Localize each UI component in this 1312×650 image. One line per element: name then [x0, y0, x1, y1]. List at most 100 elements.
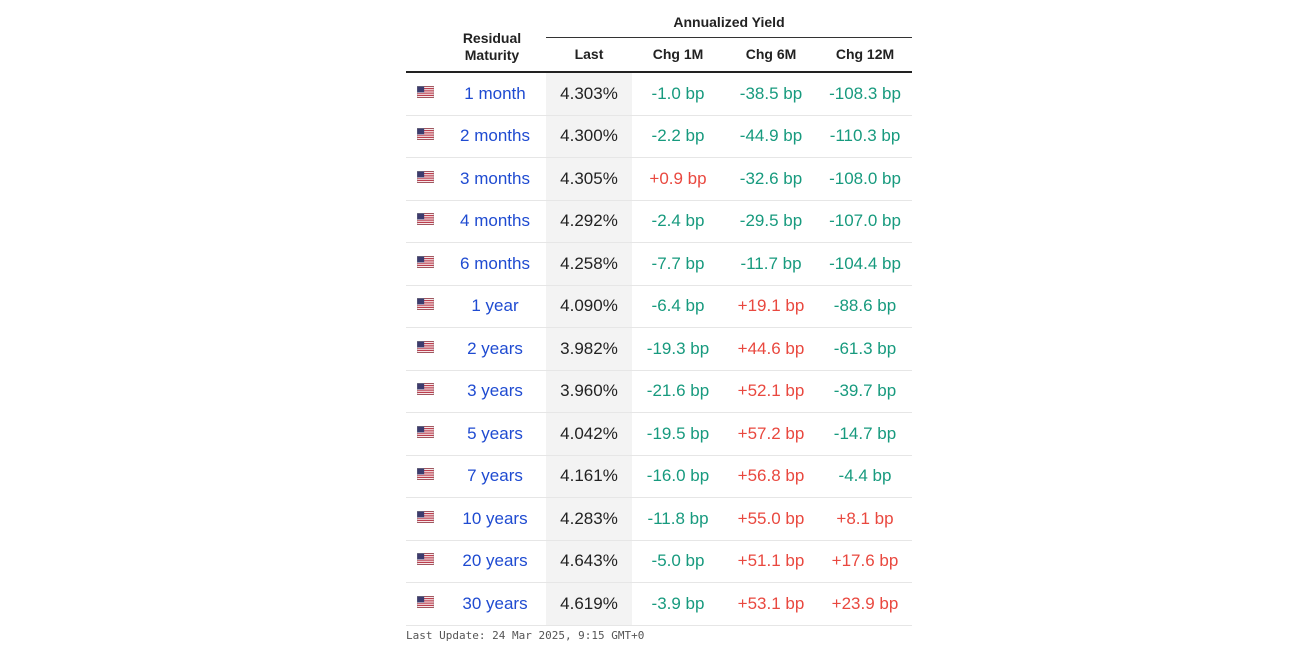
chg-1m-value: -19.5 bp: [646, 423, 710, 443]
table-row: 3 years 3.960% -21.6 bp +52.1 bp -39.7 bp: [406, 370, 912, 413]
chg-6m-column-header[interactable]: Chg 6M: [745, 46, 797, 62]
us-flag-icon: [406, 413, 444, 455]
table-row: 30 years 4.619% -3.9 bp +53.1 bp +23.9 bp: [406, 583, 912, 626]
chg-6m-value: +56.8 bp: [737, 466, 805, 486]
last-yield-value: 3.982%: [546, 328, 632, 370]
chg-12m-value: -104.4 bp: [829, 253, 901, 273]
table-body: 1 month 4.303% -1.0 bp -38.5 bp -108.3 bp 2 m…: [406, 73, 912, 626]
table-row: 2 years 3.982% -19.3 bp +44.6 bp -61.3 bp: [406, 328, 912, 371]
us-flag-icon: [406, 116, 444, 158]
chg-6m-value: -38.5 bp: [739, 83, 803, 103]
table-header: Residual Maturity Annualized Yield Last …: [406, 10, 912, 71]
chg-6m-value: -44.9 bp: [739, 126, 803, 146]
table-row: 5 years 4.042% -19.5 bp +57.2 bp -14.7 bp: [406, 413, 912, 456]
residual-maturity-header-line2: Maturity: [464, 47, 520, 63]
chg-12m-value: +8.1 bp: [836, 508, 894, 528]
maturity-link[interactable]: 10 years: [462, 508, 528, 528]
table-row: 6 months 4.258% -7.7 bp -11.7 bp -104.4 bp: [406, 243, 912, 286]
header-divider: [406, 71, 912, 73]
us-flag-icon: [406, 243, 444, 285]
last-yield-value: 4.042%: [546, 413, 632, 455]
table-row: 2 months 4.300% -2.2 bp -44.9 bp -110.3 bp: [406, 115, 912, 158]
maturity-link[interactable]: 1 year: [471, 296, 519, 316]
chg-1m-value: -2.2 bp: [651, 126, 705, 146]
table-row: 3 months 4.305% +0.9 bp -32.6 bp -108.0 bp: [406, 158, 912, 201]
last-yield-value: 4.292%: [546, 200, 632, 242]
table-row: 20 years 4.643% -5.0 bp +51.1 bp +17.6 bp: [406, 540, 912, 583]
last-yield-value: 4.283%: [546, 498, 632, 540]
chg-12m-value: -108.0 bp: [829, 168, 901, 188]
maturity-link[interactable]: 30 years: [462, 593, 528, 613]
us-flag-icon: [406, 583, 444, 625]
chg-12m-value: -14.7 bp: [833, 423, 897, 443]
chg-12m-value: -108.3 bp: [829, 83, 901, 103]
table-row: 4 months 4.292% -2.4 bp -29.5 bp -107.0 bp: [406, 200, 912, 243]
chg-1m-value: -6.4 bp: [651, 296, 705, 316]
last-yield-value: 4.643%: [546, 540, 632, 582]
us-flag-icon: [406, 456, 444, 498]
annualized-yield-header: Annualized Yield: [673, 14, 785, 30]
chg-12m-value: -39.7 bp: [833, 381, 897, 401]
chg-1m-value: +0.9 bp: [649, 168, 707, 188]
residual-maturity-header: Residual Maturity: [444, 30, 540, 64]
last-yield-value: 4.305%: [546, 158, 632, 200]
chg-6m-value: +57.2 bp: [737, 423, 805, 443]
maturity-link[interactable]: 1 month: [464, 83, 526, 103]
table-row: 1 month 4.303% -1.0 bp -38.5 bp -108.3 bp: [406, 73, 912, 116]
maturity-link[interactable]: 7 years: [467, 466, 523, 486]
chg-12m-value: +23.9 bp: [831, 593, 899, 613]
last-yield-value: 4.161%: [546, 455, 632, 497]
last-column-header[interactable]: Last: [574, 46, 604, 62]
us-flag-icon: [406, 201, 444, 243]
maturity-link[interactable]: 3 months: [460, 168, 530, 188]
last-yield-value: 4.303%: [546, 73, 632, 115]
chg-1m-value: -5.0 bp: [651, 551, 705, 571]
us-flag-icon: [406, 158, 444, 200]
us-flag-icon: [406, 371, 444, 413]
chg-12m-value: -88.6 bp: [833, 296, 897, 316]
us-flag-icon: [406, 541, 444, 583]
us-flag-icon: [406, 328, 444, 370]
chg-6m-value: +19.1 bp: [737, 296, 805, 316]
group-header-divider: [546, 37, 912, 38]
last-yield-value: 4.619%: [546, 583, 632, 625]
chg-1m-value: -1.0 bp: [651, 83, 705, 103]
maturity-link[interactable]: 4 months: [460, 211, 530, 231]
us-flag-icon: [406, 286, 444, 328]
chg-1m-value: -16.0 bp: [646, 466, 710, 486]
chg-6m-value: -32.6 bp: [739, 168, 803, 188]
chg-1m-value: -19.3 bp: [646, 338, 710, 358]
maturity-link[interactable]: 3 years: [467, 381, 523, 401]
last-update-text: Last Update: 24 Mar 2025, 9:15 GMT+0: [406, 628, 645, 642]
chg-12m-value: -61.3 bp: [833, 338, 897, 358]
chg-6m-value: -29.5 bp: [739, 211, 803, 231]
chg-12m-column-header[interactable]: Chg 12M: [835, 46, 895, 62]
chg-6m-value: +55.0 bp: [737, 508, 805, 528]
chg-6m-value: +44.6 bp: [737, 338, 805, 358]
table-row: 10 years 4.283% -11.8 bp +55.0 bp +8.1 bp: [406, 498, 912, 541]
chg-1m-value: -11.8 bp: [647, 508, 709, 528]
last-yield-value: 4.258%: [546, 243, 632, 285]
chg-1m-value: -21.6 bp: [646, 381, 710, 401]
table-row: 7 years 4.161% -16.0 bp +56.8 bp -4.4 bp: [406, 455, 912, 498]
maturity-link[interactable]: 5 years: [467, 423, 523, 443]
maturity-link[interactable]: 6 months: [460, 253, 530, 273]
yield-table: Residual Maturity Annualized Yield Last …: [406, 10, 912, 642]
maturity-link[interactable]: 2 months: [460, 126, 530, 146]
chg-1m-value: -7.7 bp: [651, 253, 705, 273]
maturity-link[interactable]: 2 years: [467, 338, 523, 358]
chg-6m-value: +51.1 bp: [737, 551, 805, 571]
chg-6m-value: +52.1 bp: [737, 381, 805, 401]
maturity-link[interactable]: 20 years: [462, 551, 528, 571]
us-flag-icon: [406, 73, 444, 115]
chg-6m-value: -11.7 bp: [740, 253, 802, 273]
chg-1m-column-header[interactable]: Chg 1M: [652, 46, 704, 62]
last-yield-value: 4.090%: [546, 285, 632, 327]
chg-12m-value: +17.6 bp: [831, 551, 899, 571]
chg-12m-value: -4.4 bp: [838, 466, 892, 486]
chg-12m-value: -110.3 bp: [829, 126, 901, 146]
chg-6m-value: +53.1 bp: [737, 593, 805, 613]
chg-1m-value: -3.9 bp: [651, 593, 705, 613]
chg-1m-value: -2.4 bp: [651, 211, 705, 231]
us-flag-icon: [406, 498, 444, 540]
